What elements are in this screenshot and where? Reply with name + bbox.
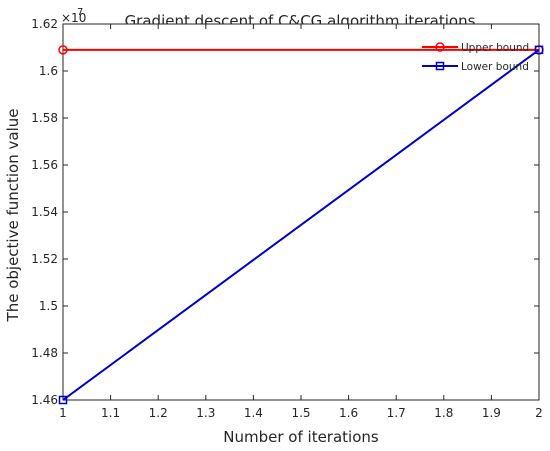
y-tick-label: 1.48 [31, 346, 58, 360]
y-tick-label: 1.54 [31, 205, 58, 219]
y-tick-label: 1.46 [31, 393, 58, 407]
legend-entry: Lower bound [422, 61, 529, 73]
x-tick-label: 2 [535, 406, 543, 420]
x-tick-label: 1.5 [291, 406, 310, 420]
x-axis-ticks: 1 1.1 1.2 1.3 1.4 1.5 1.6 1.7 1.8 1.9 2 [59, 24, 543, 420]
y-tick-label: 1.52 [31, 252, 58, 266]
legend-label: Lower bound [461, 61, 529, 73]
x-tick-label: 1.3 [196, 406, 215, 420]
y-axis-ticks: 1.46 1.48 1.5 1.52 1.54 1.56 1.58 1.6 1.62 [31, 17, 539, 407]
plot-frame [62, 23, 540, 401]
x-tick-label: 1.4 [244, 406, 263, 420]
y-exponent-power: 7 [77, 7, 83, 18]
y-exponent-label: ×10 [61, 11, 86, 25]
legend-marker [435, 42, 445, 52]
y-tick-label: 1.62 [31, 17, 58, 31]
legend: Upper bound Lower bound [422, 42, 529, 73]
y-axis-title: The objective function value [4, 109, 22, 323]
series-line [62, 49, 540, 401]
x-tick-label: 1.6 [339, 406, 358, 420]
data-point [58, 45, 68, 55]
x-tick-label: 1.8 [434, 406, 453, 420]
legend-marker [435, 61, 445, 71]
x-tick-label: 1.9 [482, 406, 501, 420]
x-axis-title: Number of iterations [223, 428, 379, 446]
y-tick-label: 1.5 [39, 299, 58, 313]
x-tick-label: 1 [59, 406, 67, 420]
y-exponent: ×10 7 [61, 7, 86, 25]
y-tick-label: 1.58 [31, 111, 58, 125]
x-tick-label: 1.1 [101, 406, 120, 420]
plot-area [62, 23, 540, 401]
legend-label: Upper bound [461, 42, 529, 54]
x-tick-label: 1.7 [387, 406, 406, 420]
series-layer [58, 45, 544, 405]
x-tick-label: 1.2 [149, 406, 168, 420]
data-point [534, 45, 544, 55]
y-tick-label: 1.6 [39, 64, 58, 78]
data-point [58, 395, 68, 405]
y-tick-label: 1.56 [31, 158, 58, 172]
legend-entry: Upper bound [422, 42, 529, 54]
series-lower-bound [58, 45, 544, 405]
